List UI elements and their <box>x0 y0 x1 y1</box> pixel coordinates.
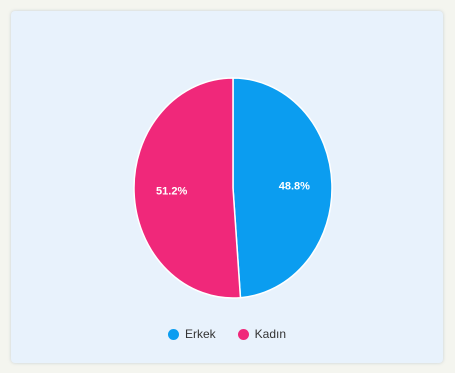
pie-slice-kadin[interactable] <box>133 77 242 299</box>
data-label-kadin: 51.2% <box>156 186 187 198</box>
legend-dot-kadin <box>237 328 249 340</box>
chart-card: 48.8% 51.2% Erkek Kadın <box>11 11 443 363</box>
legend-label-kadin: Kadın <box>254 327 287 341</box>
legend-label-erkek: Erkek <box>184 327 216 341</box>
data-label-erkek: 48.8% <box>279 180 310 192</box>
legend-item-kadin[interactable]: Kadın <box>237 327 287 341</box>
legend-item-erkek[interactable]: Erkek <box>167 327 216 341</box>
pie-chart: 48.8% 51.2% <box>133 77 333 299</box>
pie-slice-erkek[interactable] <box>232 77 333 299</box>
chart-legend: Erkek Kadın <box>11 327 443 341</box>
legend-dot-erkek <box>167 328 179 340</box>
